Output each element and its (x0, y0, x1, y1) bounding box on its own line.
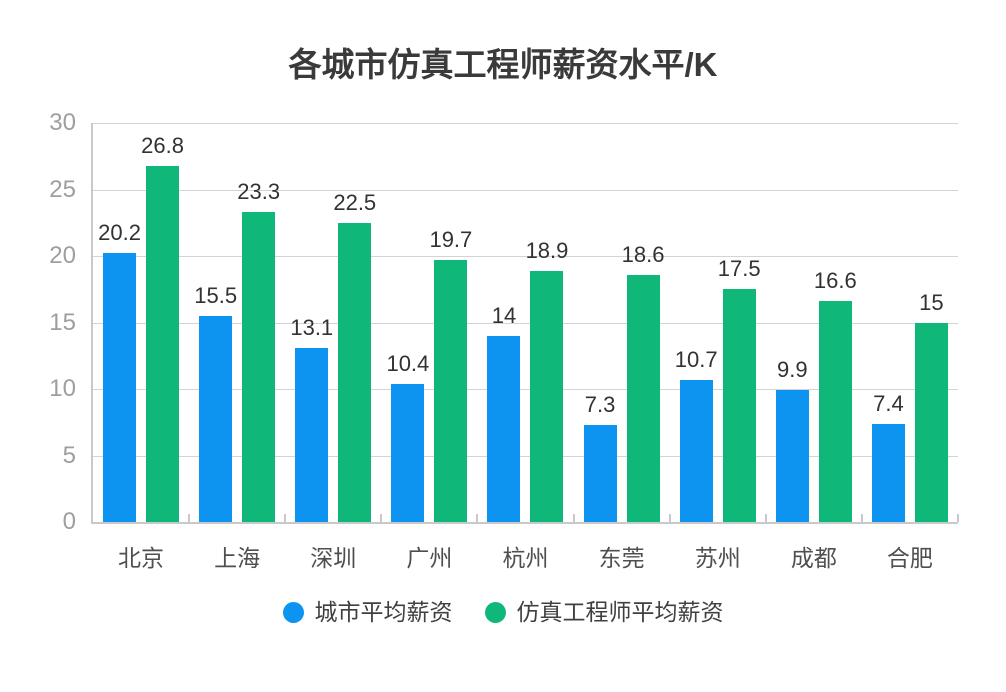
legend-marker-city-avg-icon (282, 602, 304, 623)
legend: 城市平均薪资 仿真工程师平均薪资 (0, 601, 1006, 624)
bar-value-label: 15 (919, 289, 944, 315)
y-axis-label: 15 (49, 308, 76, 336)
bar-value-label: 7.4 (873, 390, 904, 416)
bar-value-label: 23.3 (237, 179, 281, 205)
bar-group: 14 18.9 杭州 (477, 123, 573, 570)
bar-value-label: 9.9 (777, 357, 808, 383)
legend-label-city-avg: 城市平均薪资 (314, 599, 453, 625)
bar-value-label: 15.5 (194, 282, 238, 308)
bar-city-avg: 7.3 (583, 393, 617, 522)
bar-group: 20.2 26.8 北京 (93, 123, 189, 569)
x-axis-label: 苏州 (694, 545, 741, 571)
bar-value-label: 10.7 (674, 346, 718, 372)
bar-value-label: 18.9 (525, 237, 569, 263)
bar-city-avg: 10.4 (386, 352, 429, 522)
bar-city-avg: 9.9 (775, 359, 809, 522)
bar-value-label: 18.6 (621, 241, 665, 267)
x-axis-line (91, 522, 958, 524)
x-axis-label: 广州 (406, 545, 453, 571)
bar-value-label: 10.4 (386, 350, 430, 376)
bar-group: 9.9 16.6 成都 (766, 123, 862, 570)
bar-sim-engineer-avg: 23.3 (237, 181, 280, 522)
x-axis-tick (668, 514, 671, 522)
y-axis-label: 20 (49, 242, 76, 269)
bar-group: 10.4 19.7 广州 (381, 123, 477, 570)
x-axis-label: 北京 (118, 545, 165, 571)
gridline (93, 256, 958, 257)
gridline (93, 123, 958, 124)
bar-city-avg: 10.7 (675, 348, 718, 522)
bar-sim-engineer-avg: 22.5 (333, 191, 376, 522)
bar-sim-engineer-avg: 17.5 (718, 258, 761, 522)
bar-sim-engineer-avg: 18.6 (622, 243, 665, 522)
bar-city-avg: 20.2 (98, 222, 141, 522)
x-axis-label: 成都 (790, 545, 837, 571)
x-axis-label: 合肥 (886, 545, 933, 571)
bar-city-avg: 7.4 (871, 392, 905, 522)
bar-group: 7.4 15 合肥 (862, 123, 958, 570)
bar-value-label: 14 (491, 302, 517, 328)
bar-group: 15.5 23.3 上海 (189, 123, 285, 570)
bar-sim-engineer-avg: 16.6 (814, 270, 857, 522)
bar-value-label: 16.6 (813, 268, 857, 294)
gridline (93, 389, 958, 390)
plot-area: 20.2 26.8 北京 15.5 23.3 上海 13.1 22.5 深圳 10.4 19.7 广州… (91, 123, 959, 570)
bar-value-label: 22.5 (333, 189, 377, 215)
x-axis-tick (957, 514, 959, 522)
y-axis-label: 0 (62, 508, 76, 535)
x-axis-tick (860, 514, 863, 522)
bar-value-label: 17.5 (717, 256, 761, 282)
x-axis-label: 东莞 (598, 545, 645, 571)
bar-groups: 20.2 26.8 北京 15.5 23.3 上海 13.1 22.5 深圳 10.4 19.7 广州… (93, 123, 958, 570)
chart-title: 各城市仿真工程师薪资水平/K (288, 46, 718, 83)
bar-value-label: 7.3 (584, 391, 616, 417)
x-axis-tick (380, 514, 383, 522)
bar-group: 7.3 18.6 东莞 (574, 123, 670, 570)
x-axis-tick (188, 514, 191, 522)
bar-city-avg: 14 (487, 304, 521, 522)
bar-city-avg: 13.1 (290, 316, 333, 522)
bar-group: 13.1 22.5 深圳 (285, 123, 381, 569)
y-axis-label: 30 (49, 109, 76, 136)
bar-sim-engineer-avg: 26.8 (141, 134, 184, 522)
x-axis-tick (284, 514, 287, 522)
legend-item-city-avg[interactable]: 城市平均薪资 (282, 599, 453, 625)
bar-value-label: 19.7 (429, 227, 473, 252)
legend-marker-sim-engineer-avg-icon (484, 602, 506, 623)
y-axis-label: 5 (62, 441, 76, 469)
gridline (93, 189, 958, 191)
bar-value-label: 13.1 (290, 314, 334, 340)
gridline (93, 455, 958, 457)
x-axis-label: 杭州 (502, 545, 549, 571)
x-axis-label: 上海 (214, 545, 261, 571)
x-axis-tick (764, 514, 767, 522)
y-axis-line (91, 123, 93, 522)
y-axis-label: 25 (49, 175, 76, 203)
bar-value-label: 26.8 (141, 132, 184, 158)
x-axis-tick (476, 514, 479, 522)
legend-label-sim-engineer-avg: 仿真工程师平均薪资 (516, 599, 724, 625)
bar-sim-engineer-avg: 18.9 (526, 239, 568, 522)
x-axis-label: 深圳 (310, 545, 357, 571)
bar-group: 10.7 17.5 苏州 (670, 123, 766, 570)
gridline (93, 322, 958, 324)
bar-sim-engineer-avg: 19.7 (429, 229, 472, 522)
y-axis-label: 10 (49, 375, 76, 402)
legend-item-sim-engineer-avg[interactable]: 仿真工程师平均薪资 (484, 599, 724, 625)
bar-sim-engineer-avg: 15 (914, 291, 948, 522)
x-axis-tick (572, 514, 575, 522)
bar-city-avg: 15.5 (194, 284, 237, 522)
bar-value-label: 20.2 (98, 220, 141, 246)
